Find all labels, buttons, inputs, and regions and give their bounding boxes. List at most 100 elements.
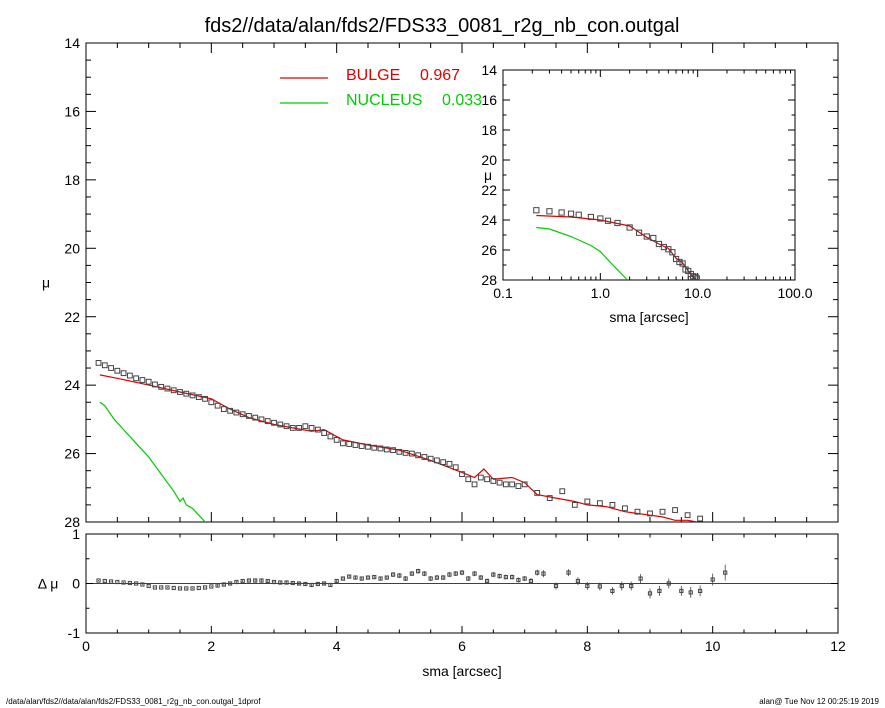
data-point	[252, 414, 259, 421]
data-point	[546, 208, 553, 215]
data-point	[587, 213, 595, 221]
data-point	[446, 460, 453, 467]
data-point	[559, 488, 566, 495]
data-point	[115, 579, 120, 585]
y-tick-label: 16	[64, 103, 80, 119]
data-point	[246, 578, 252, 583]
data-point	[358, 443, 365, 449]
data-point	[371, 444, 378, 451]
data-point	[334, 578, 339, 584]
data-point	[158, 383, 165, 390]
data-point	[189, 392, 196, 399]
data-point	[693, 275, 700, 280]
y-tick-label: 20	[64, 240, 80, 256]
x-tick-label: 12	[830, 638, 846, 654]
data-point	[127, 580, 132, 586]
data-point	[372, 574, 377, 580]
data-point	[278, 580, 283, 585]
data-point	[676, 258, 683, 266]
bulge-line	[99, 374, 698, 522]
data-point	[626, 224, 633, 231]
data-point	[614, 219, 621, 227]
data-point	[402, 449, 409, 456]
data-point	[434, 457, 440, 464]
figure-title: fds2//data/alan/fds2/FDS33_0081_r2g_nb_c…	[205, 15, 680, 37]
data-point	[650, 234, 657, 242]
x-tick-label: 2	[207, 638, 215, 654]
data-point	[510, 574, 515, 580]
data-point	[102, 578, 107, 584]
data-point	[484, 578, 490, 584]
data-point	[585, 583, 590, 589]
data-point	[165, 585, 170, 590]
data-point	[466, 576, 471, 581]
y-axis-label: Δ μ	[38, 576, 59, 592]
data-point	[140, 582, 145, 587]
x-tick-label: 6	[458, 638, 466, 654]
data-point	[227, 407, 234, 414]
data-point	[692, 273, 699, 280]
data-point	[541, 571, 546, 576]
x-tick-label: 4	[333, 638, 341, 654]
data-point	[240, 578, 245, 584]
data-point	[647, 591, 653, 596]
data-point	[609, 501, 616, 508]
data-point	[575, 211, 582, 218]
data-point	[575, 578, 581, 584]
data-point	[246, 413, 252, 419]
data-point	[215, 583, 220, 588]
data-point	[522, 576, 527, 581]
data-point	[120, 370, 127, 377]
data-point	[126, 372, 133, 379]
y-tick-label: 14	[481, 62, 497, 78]
data-point	[303, 581, 308, 587]
data-point	[472, 571, 477, 576]
y-tick-label: 22	[481, 182, 497, 198]
data-point	[239, 411, 246, 418]
data-point	[265, 578, 270, 584]
bulge-line	[536, 214, 698, 280]
y-axis-label: μ	[484, 167, 492, 183]
data-point	[271, 579, 277, 585]
data-point	[669, 249, 676, 256]
data-point	[428, 576, 433, 581]
footer-timestamp: alan@ Tue Nov 12 00:25:19 2019	[759, 697, 879, 706]
data-point	[484, 476, 490, 483]
data-point	[196, 585, 201, 591]
data-point	[202, 395, 208, 402]
data-point	[177, 389, 183, 395]
data-point	[309, 582, 314, 588]
x-axis-label: sma [arcsec]	[609, 309, 688, 325]
data-point	[408, 450, 415, 457]
data-point	[390, 572, 396, 577]
data-point	[610, 588, 615, 594]
data-series	[96, 564, 728, 599]
y-tick-label: 22	[64, 309, 80, 325]
inset-background	[503, 70, 795, 280]
data-point	[509, 481, 516, 488]
data-point	[497, 573, 502, 579]
data-point	[228, 581, 233, 586]
data-point	[447, 572, 452, 577]
data-point	[184, 586, 189, 591]
data-point	[328, 582, 333, 588]
nucleus-legend-label: NUCLEUS	[346, 92, 422, 109]
data-point	[353, 575, 358, 580]
data-point	[314, 426, 321, 433]
data-point	[321, 430, 328, 436]
data-point	[365, 575, 371, 580]
data-point	[283, 423, 290, 430]
data-point	[95, 360, 102, 366]
data-point	[397, 573, 402, 578]
y-tick-label: 26	[481, 242, 497, 258]
data-point	[635, 229, 643, 236]
data-point	[171, 585, 176, 591]
y-tick-label: 20	[481, 152, 497, 168]
data-point	[202, 585, 208, 590]
y-tick-label: -1	[68, 625, 81, 641]
data-point	[534, 490, 541, 496]
data-point	[139, 377, 146, 383]
data-point	[253, 578, 258, 583]
data-point	[195, 394, 202, 401]
